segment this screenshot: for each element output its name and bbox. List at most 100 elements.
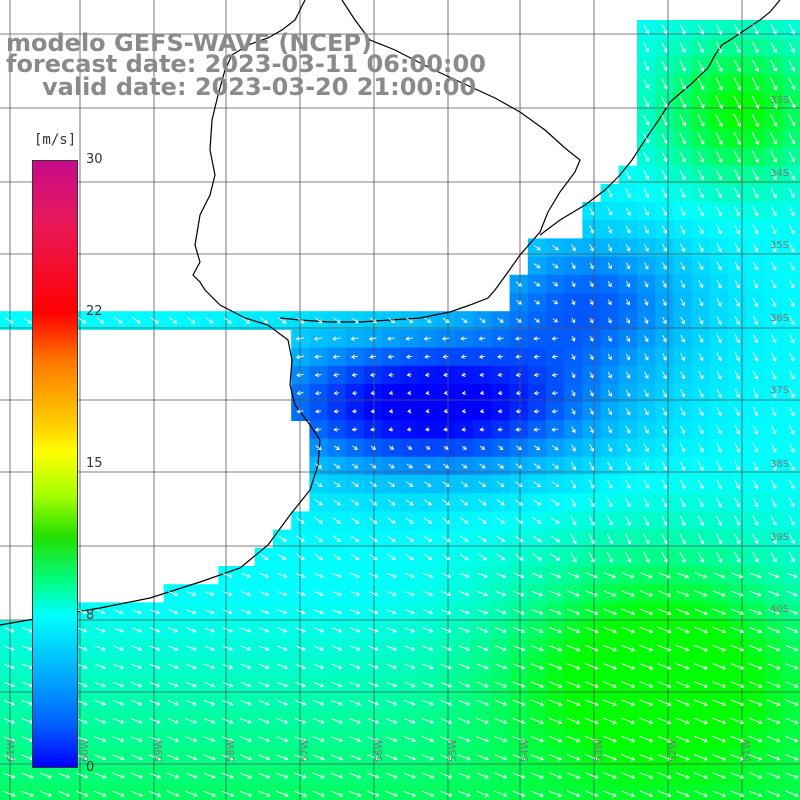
wind-arrow-head (754, 430, 759, 435)
wind-arrow (548, 772, 562, 779)
wind-arrow-head (209, 319, 214, 324)
wind-arrow-head (465, 592, 470, 597)
wind-arrow-head (428, 556, 433, 561)
wind-arrow-head (754, 48, 759, 54)
wind-arrow-head (662, 338, 667, 343)
wind-arrow-head (699, 375, 704, 380)
wind-arrow (643, 60, 649, 71)
longitude-label: 54W (520, 739, 531, 762)
wind-arrow (552, 445, 559, 451)
wind-arrow-head (300, 556, 305, 561)
wind-arrow-head (754, 466, 759, 471)
wind-arrow (168, 609, 178, 614)
wind-arrow (549, 572, 561, 578)
wind-arrow-head (626, 466, 631, 471)
wind-arrow-head (555, 538, 561, 543)
wind-arrow-head (411, 792, 417, 797)
wind-arrow-head (717, 302, 722, 307)
wind-arrow (422, 591, 433, 596)
wind-arrow-head (282, 319, 287, 324)
wind-arrow-head (667, 647, 672, 652)
wind-arrow (752, 533, 759, 544)
wind-arrow (514, 553, 524, 561)
wind-arrow (680, 298, 685, 306)
wind-arrow (315, 373, 322, 376)
wind-arrow-head (773, 140, 778, 145)
wind-arrow-head (409, 319, 414, 324)
latitude-label: 35S (770, 240, 789, 251)
wind-arrow (187, 317, 196, 324)
wind-arrow (460, 481, 468, 487)
wind-arrow-head (406, 372, 411, 378)
wind-arrow (296, 553, 305, 561)
wind-arrow-head (211, 737, 216, 743)
wind-arrow-head (589, 337, 594, 342)
wind-arrow (752, 479, 758, 489)
wind-arrow (733, 95, 741, 109)
wind-arrow-head (773, 86, 778, 91)
wind-arrow (476, 681, 489, 687)
wind-arrow-head (314, 372, 319, 378)
wind-arrow (698, 388, 704, 398)
wind-arrow (422, 627, 433, 633)
wind-arrow-head (265, 701, 270, 706)
wind-arrow (205, 317, 214, 324)
wind-arrow-head (775, 574, 780, 579)
wind-arrow-head (612, 720, 617, 725)
wind-arrow-head (630, 774, 636, 779)
wind-arrow-head (448, 792, 453, 797)
wind-arrow-head (558, 720, 563, 725)
wind-arrow (789, 261, 795, 271)
wind-arrow-head (156, 792, 162, 797)
wind-arrow (367, 663, 379, 669)
wind-arrow (734, 406, 740, 416)
wind-arrow (370, 463, 377, 469)
wind-arrow (460, 337, 468, 340)
wind-arrow (657, 699, 671, 706)
wind-arrow (716, 224, 722, 234)
wind-arrow (788, 151, 795, 162)
wind-arrow-head (575, 574, 580, 579)
wind-arrow-head (538, 610, 544, 615)
wind-arrow-head (446, 538, 451, 543)
wind-arrow-head (300, 319, 305, 324)
wind-arrow-head (736, 558, 741, 563)
wind-arrow (607, 206, 613, 216)
wind-arrow (661, 206, 667, 216)
wind-cell (782, 111, 800, 130)
wind-arrow (785, 645, 798, 651)
wind-arrow (424, 481, 432, 487)
wind-arrow (716, 187, 722, 198)
wind-arrow-head (336, 483, 341, 488)
wind-arrow-head (515, 427, 520, 432)
wind-arrow (514, 535, 524, 543)
wind-arrow (239, 790, 252, 797)
wind-cell (527, 784, 547, 800)
wind-arrow-head (502, 628, 507, 633)
wind-arrow-head (429, 683, 434, 688)
wind-arrow-head (393, 756, 398, 761)
wind-arrow-head (425, 408, 430, 414)
wind-cell (200, 784, 219, 800)
wind-arrow-head (156, 664, 161, 670)
wind-arrow (168, 627, 178, 632)
wind-arrow-head (410, 646, 416, 651)
wind-arrow (168, 591, 178, 596)
wind-arrow-head (557, 647, 563, 652)
wind-arrow-head (405, 336, 410, 341)
wind-arrow-head (353, 446, 358, 450)
wind-arrow (94, 754, 106, 760)
wind-arrow-head (772, 48, 777, 54)
wind-arrow (530, 645, 544, 651)
wind-arrow-head (229, 719, 234, 724)
wind-arrow (584, 699, 599, 706)
wind-arrow-head (790, 266, 795, 271)
wind-arrow (734, 206, 740, 216)
wind-arrow-head (102, 774, 107, 779)
wind-arrow (644, 299, 648, 306)
wind-arrow-head (391, 538, 396, 542)
wind-arrow (770, 551, 777, 562)
wind-arrow-head (408, 464, 413, 469)
wind-arrow-head (684, 574, 690, 579)
wind-arrow (734, 515, 740, 526)
